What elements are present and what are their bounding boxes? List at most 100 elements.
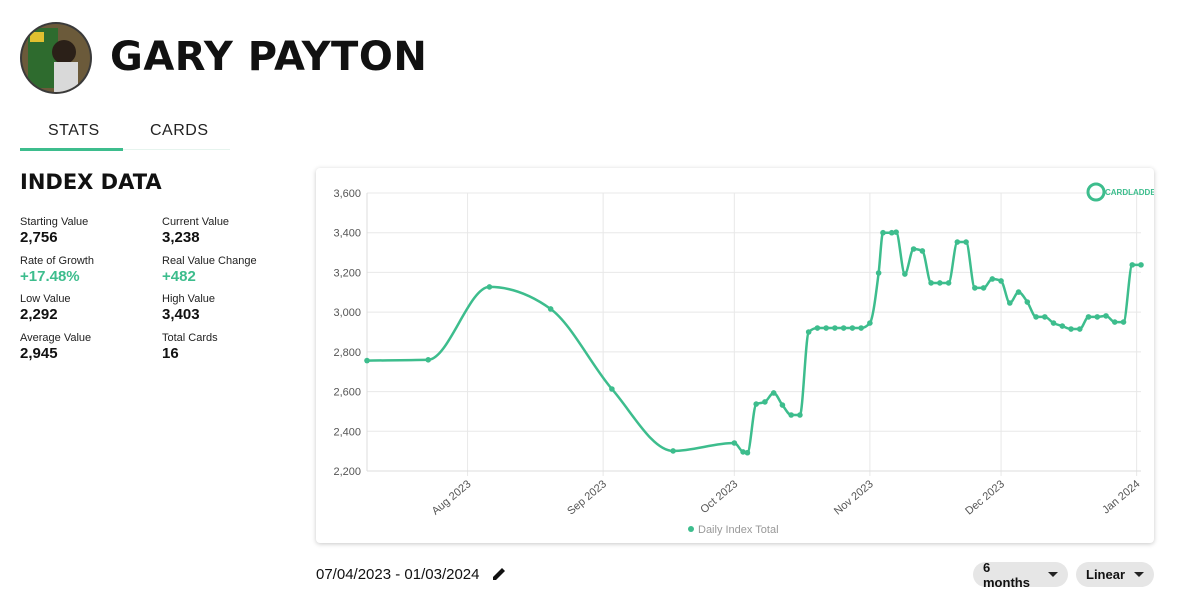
data-point <box>849 325 856 331</box>
data-point <box>893 229 899 235</box>
data-point <box>1094 314 1101 320</box>
tab-indicator <box>20 148 123 151</box>
legend-marker <box>688 526 694 532</box>
stat-label: Real Value Change <box>162 254 257 267</box>
data-point <box>832 325 838 331</box>
data-point <box>744 449 751 456</box>
data-point <box>1024 299 1031 305</box>
y-tick-label: 2,800 <box>333 347 361 359</box>
chart-card: 2,200 2,400 2,600 2,800 3,000 3,200 3,400 3,600… <box>316 168 1162 543</box>
data-point <box>1033 314 1039 320</box>
y-tick-label: 3,600 <box>333 188 361 200</box>
stat-label: Low Value <box>20 293 71 305</box>
data-point <box>888 229 895 236</box>
stat-value: +482 <box>162 267 196 285</box>
data-point <box>937 280 943 286</box>
data-point <box>963 239 969 245</box>
avatar <box>20 22 92 94</box>
stat-label: Rate of Growth <box>20 254 94 267</box>
data-point <box>1103 313 1109 319</box>
y-tick-label: 2,200 <box>333 466 361 478</box>
logo-mark <box>1086 182 1106 202</box>
data-point <box>731 440 738 446</box>
data-point <box>1050 320 1057 326</box>
stat-value: 2,945 <box>20 344 58 362</box>
data-point <box>998 278 1004 284</box>
logo-text: CARDLADDER <box>1105 188 1154 197</box>
data-point <box>954 239 961 245</box>
data-point <box>858 325 864 331</box>
data-point <box>980 285 987 291</box>
data-point <box>840 325 847 331</box>
data-point <box>1129 262 1136 268</box>
chart: 2,200 2,400 2,600 2,800 3,000 3,200 3,400 3,600… <box>333 182 1162 536</box>
stat: Real Value Change +482 <box>162 255 257 285</box>
data-point <box>945 280 952 286</box>
range-dropdown[interactable]: 6 months <box>973 559 1068 590</box>
stat-label: Current Value <box>162 216 230 228</box>
player-name: GARY PAYTON <box>110 34 428 80</box>
y-tick-label: 3,400 <box>333 228 361 240</box>
stat: Average Value 2,945 <box>20 332 91 362</box>
data-point <box>762 399 768 405</box>
stat-label: Total Cards <box>162 331 218 344</box>
data-point <box>1007 300 1013 306</box>
y-tick-label: 2,400 <box>333 426 361 438</box>
x-tick-label: Aug 2023 <box>430 478 474 517</box>
tab[interactable]: CARDS <box>150 122 209 139</box>
stat-value: 2,756 <box>20 229 58 246</box>
stat-label: High Value <box>162 293 215 305</box>
data-point <box>547 306 554 312</box>
stat-value: 16 <box>162 344 179 362</box>
data-point <box>770 390 777 396</box>
y-tick-label: 3,000 <box>333 307 361 319</box>
stat-label: Average Value <box>20 331 92 344</box>
tab-track <box>20 149 230 150</box>
stat-value: 3,238 <box>162 229 200 246</box>
data-point <box>875 270 882 276</box>
brand-logo: CARDLADDER <box>1086 182 1162 202</box>
scale-dropdown[interactable]: Linear <box>1076 562 1154 587</box>
stat: Starting Value 2,756 <box>20 216 88 246</box>
data-point <box>797 412 803 418</box>
data-point <box>823 325 829 331</box>
data-point <box>670 448 676 454</box>
stat: Total Cards 16 <box>162 332 218 362</box>
stat: High Value 3,403 <box>162 293 215 323</box>
y-tick-label: 3,200 <box>333 267 361 279</box>
data-point <box>788 412 794 418</box>
stat-value: +17.48% <box>20 267 80 285</box>
edit-icon[interactable] <box>491 566 507 582</box>
data-point <box>972 285 978 291</box>
data-point <box>425 357 432 363</box>
stat: Low Value 2,292 <box>20 293 71 323</box>
stat-value: 3,403 <box>162 306 200 323</box>
data-point <box>753 401 759 407</box>
date-range: 07/04/2023 - 01/03/2024 <box>316 566 480 583</box>
data-point <box>805 329 812 335</box>
x-tick-label: Sep 2023 <box>565 478 609 517</box>
legend-label: Daily Index Total <box>698 524 779 536</box>
data-point <box>910 246 917 252</box>
data-point <box>880 229 886 236</box>
dropdown-label: 6 months <box>983 559 1030 590</box>
data-point <box>1068 326 1074 332</box>
data-point <box>364 357 370 364</box>
data-point <box>779 402 786 408</box>
series-line <box>366 230 1141 454</box>
data-point <box>867 320 873 326</box>
tab[interactable]: STATS <box>48 122 100 139</box>
y-tick-label: 2,600 <box>333 387 361 399</box>
data-point <box>928 280 934 286</box>
stat: Rate of Growth +17.48% <box>20 255 94 285</box>
data-point <box>902 271 908 277</box>
section-title: INDEX DATA <box>20 170 162 194</box>
data-point <box>1138 262 1144 268</box>
x-tick-label: Jan 2024 <box>1100 478 1142 516</box>
data-point <box>1111 319 1118 325</box>
stat-label: Starting Value <box>20 216 89 228</box>
x-tick-label: Nov 2023 <box>832 478 876 517</box>
data-point <box>1059 323 1066 329</box>
data-point <box>1120 319 1127 325</box>
